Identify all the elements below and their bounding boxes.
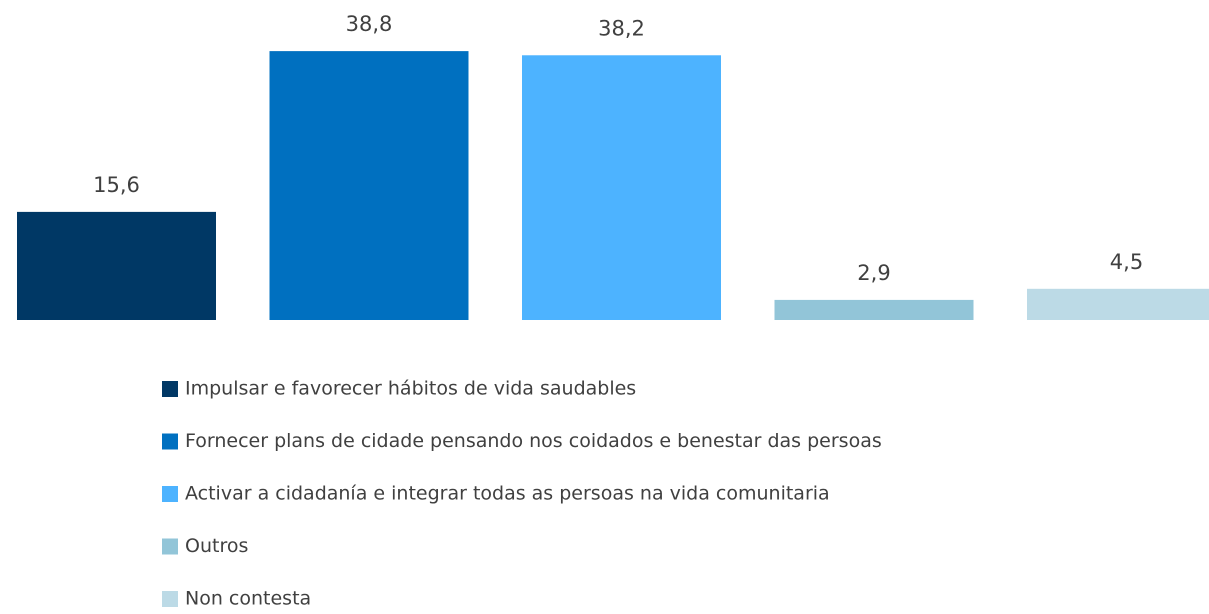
legend-swatch xyxy=(162,433,178,450)
data-label: 15,6 xyxy=(93,173,140,197)
legend-swatch xyxy=(162,381,178,397)
data-label: 38,2 xyxy=(598,16,645,40)
legend-label: Fornecer plans de cidade pensando nos co… xyxy=(185,430,882,452)
legend-label: Impulsar e favorecer hábitos de vida sau… xyxy=(185,378,636,400)
legend-swatch xyxy=(162,486,178,502)
data-label: 38,8 xyxy=(346,12,393,36)
bar xyxy=(269,51,469,321)
legend-label: Activar a cidadanía e integrar todas as … xyxy=(185,483,830,505)
legend-swatch xyxy=(162,538,178,555)
legend-label: Non contesta xyxy=(185,588,311,610)
bar xyxy=(17,211,216,320)
bar xyxy=(1027,288,1209,320)
bar xyxy=(774,299,974,320)
data-label: 2,9 xyxy=(857,261,890,285)
bar xyxy=(522,55,721,321)
data-label: 4,5 xyxy=(1110,250,1143,274)
legend-swatch xyxy=(162,591,178,607)
legend-label: Outros xyxy=(185,535,248,557)
